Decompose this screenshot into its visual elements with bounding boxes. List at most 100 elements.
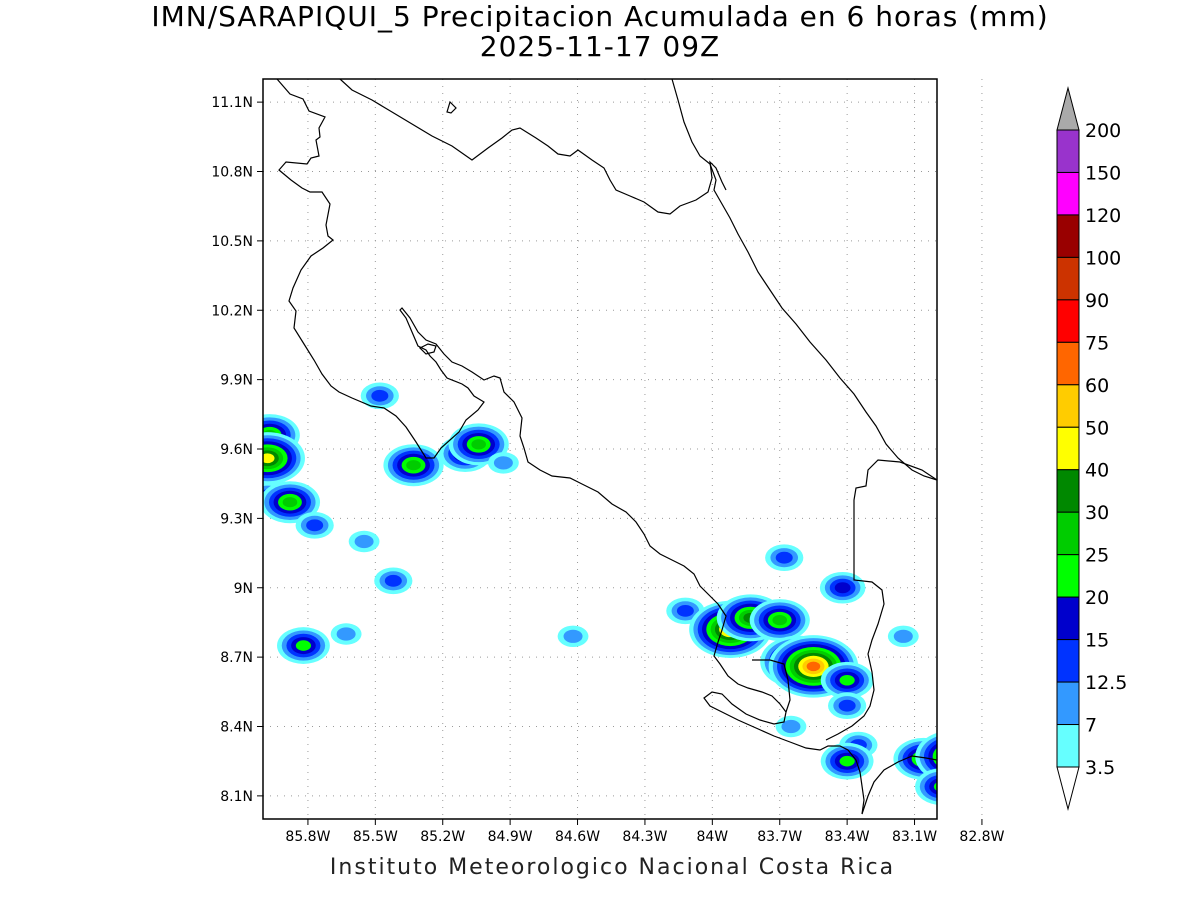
lon-tick-label: 84.9W (488, 829, 533, 845)
colorbar-level-label: 25 (1085, 545, 1109, 567)
lon-tick-label: 84.3W (622, 829, 667, 845)
precip-cell (277, 627, 330, 664)
precip-band (941, 749, 964, 765)
precip-cell (348, 530, 380, 553)
precip-cell (263, 481, 321, 524)
precip-cell (765, 544, 804, 571)
lat-tick-label: 9.3N (220, 511, 253, 527)
precip-band (932, 747, 937, 766)
lat-lon-grid (263, 79, 983, 819)
footer-credit: Instituto Meteorologico Nacional Costa R… (329, 855, 896, 880)
precip-cell (775, 715, 807, 738)
colorbar-level-label: 3.5 (1085, 757, 1115, 779)
colorbar-band (1056, 596, 1080, 641)
precip-band (834, 582, 851, 594)
colorbar-band (1056, 299, 1080, 343)
lat-tick-label: 9.6N (220, 442, 253, 458)
colorbar-level-label: 20 (1085, 587, 1109, 609)
colorbar-band (1056, 469, 1080, 513)
precip-band (781, 719, 801, 734)
precip-band (282, 497, 298, 508)
precip-band (806, 661, 821, 672)
colorbar-band (1056, 341, 1080, 386)
precip-cell (557, 625, 589, 648)
lon-tick-label: 83.4W (825, 829, 870, 845)
precip-band (354, 534, 374, 549)
precip-cell (295, 512, 334, 539)
colorbar-band (1056, 639, 1080, 683)
map-title: IMN/SARAPIQUI_5 Precipitacion Acumulada … (151, 0, 1049, 33)
precip-band (839, 755, 855, 767)
colorbar-level-label: 50 (1085, 417, 1109, 439)
precip-cell (820, 742, 874, 780)
precip-cell (887, 625, 919, 648)
lon-tick-label: 85.2W (420, 829, 465, 845)
precip-cell (374, 567, 413, 595)
precip-band (839, 674, 855, 686)
lat-tick-label: 10.8N (211, 165, 253, 181)
lat-tick-label: 8.4N (220, 720, 253, 736)
precip-band (946, 752, 960, 762)
precip-band (306, 519, 324, 532)
colorbar-level-label: 60 (1085, 375, 1109, 397)
lon-tick-label: 83.1W (892, 829, 937, 845)
precip-cell (749, 599, 810, 642)
coastline-pacific (276, 79, 865, 815)
colorbar-band (1056, 724, 1080, 768)
coastline-osa (752, 659, 791, 713)
colorbar-band (1056, 554, 1080, 598)
colorbar-level-label: 200 (1085, 120, 1121, 142)
precip-band (893, 629, 913, 643)
colorbar-level-label: 30 (1085, 502, 1109, 524)
colorbar-band (1056, 681, 1080, 726)
island-north (446, 100, 457, 114)
lat-tick-label: 11.1N (211, 95, 253, 111)
precip-band (933, 782, 937, 791)
colorbar-band (1056, 384, 1080, 428)
lon-tick-label: 85.5W (353, 829, 398, 845)
precip-cell (383, 444, 444, 487)
precip-cell (263, 432, 305, 485)
island-cano (418, 343, 437, 355)
colorbar-band (1056, 511, 1080, 556)
coastline (276, 79, 937, 815)
lat-tick-label: 10.2N (211, 303, 253, 319)
precip-cell (941, 780, 1001, 822)
precip-band (406, 460, 421, 471)
precip-band (263, 453, 275, 464)
precip-cell (915, 732, 968, 781)
precip-band (937, 746, 968, 768)
precip-cell (828, 692, 867, 719)
colorbar-level-label: 100 (1085, 247, 1121, 269)
precip-band (959, 792, 983, 809)
colorbar-band (1056, 171, 1080, 216)
colorbar-level-label: 12.5 (1085, 672, 1127, 694)
precip-cell (330, 623, 362, 645)
precip-cell (819, 571, 866, 604)
precip-band (371, 389, 389, 402)
precip-cell (487, 452, 519, 474)
precip-cell (915, 768, 937, 805)
colorbar-level-label: 15 (1085, 630, 1109, 652)
map-subtitle: 2025-11-17 09Z (479, 30, 721, 63)
colorbar-level-label: 150 (1085, 162, 1121, 184)
colorbar-level-label: 75 (1085, 332, 1109, 354)
lat-tick-label: 8.1N (220, 789, 253, 805)
lat-tick-label: 10.5N (211, 234, 253, 250)
colorbar-level-label: 90 (1085, 290, 1109, 312)
precip-band (772, 615, 788, 626)
precip-band (963, 795, 978, 805)
lat-tick-label: 9.9N (220, 373, 253, 389)
lon-tick-label: 82.8W (959, 829, 1004, 845)
precip-band (471, 439, 486, 450)
lon-tick-label: 85.8W (285, 829, 330, 845)
lon-tick-label: 83.7W (757, 829, 802, 845)
border-panama (825, 459, 937, 815)
colorbar-band (1056, 256, 1080, 301)
longitude-labels: 85.8W 85.5W 85.2W 84.9W 84.6W 84.3W 84W 83.7W 83… (285, 819, 1005, 845)
colorbar-band (1056, 426, 1080, 471)
precip-band (563, 629, 583, 643)
colorbar-over-arrow (1056, 86, 1080, 131)
precip-band (295, 640, 312, 651)
